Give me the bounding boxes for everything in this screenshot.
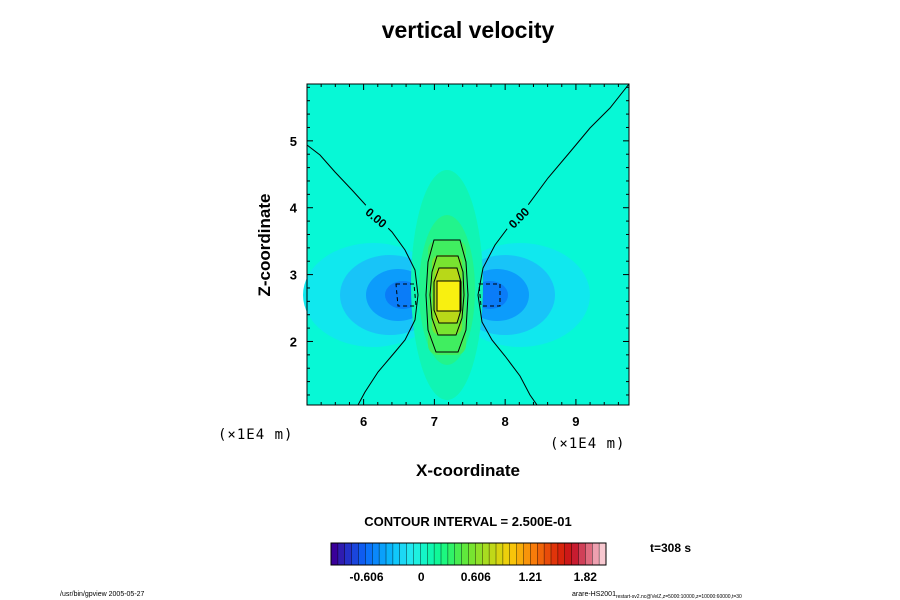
colorbar-segment (551, 543, 559, 565)
colorbar-segment (406, 543, 414, 565)
footer-right-sub: restart-sv2.nc@VelZ,z=5000:10000,z=10000… (616, 594, 742, 600)
colorbar-segment (557, 543, 566, 565)
x-tick-label: 8 (502, 414, 509, 429)
colorbar-segment (399, 543, 408, 565)
colorbar-segment (482, 543, 490, 565)
x-axis-unit: (×1E4 m) (550, 436, 625, 452)
colorbar-segment (365, 543, 373, 565)
colorbar-tick-label: -0.606 (350, 570, 384, 584)
contour-lines (306, 83, 630, 406)
x-tick-label: 9 (572, 414, 579, 429)
colorbar-segment (496, 543, 504, 565)
time-label: t=308 s (650, 541, 691, 555)
colorbar-tick-label: 1.82 (574, 570, 598, 584)
footer-right-main: arare-HS2001 (572, 591, 616, 598)
colorbar-segment (564, 543, 573, 565)
contour-label-mask-left (358, 201, 394, 235)
colorbar-ticks: -0.606 0 0.606 1.21 1.82 (350, 570, 598, 584)
x-axis-label: X-coordinate (416, 461, 520, 480)
colorbar-segment (530, 543, 538, 565)
colorbar-segment (475, 543, 483, 565)
footer-right: arare-HS2001restart-sv2.nc@VelZ,z=5000:1… (572, 591, 742, 600)
zero-contour-upper-left (306, 144, 419, 406)
colorbar-segment (447, 543, 456, 565)
y-tick-label: 3 (290, 268, 297, 283)
colorbar-segment (537, 543, 545, 565)
colorbar-segment (468, 543, 476, 565)
footer-left: /usr/bin/gpview 2005-05-27 (60, 591, 145, 598)
colorbar-segment (509, 543, 518, 565)
colorbar-tick-label: 1.21 (519, 570, 543, 584)
colorbar-segment (489, 543, 497, 565)
colorbar-segment (502, 543, 511, 565)
colorbar-segment (392, 543, 401, 565)
colorbar-frame (330, 542, 607, 566)
colorbar-segment (331, 543, 339, 565)
colorbar-segment (592, 543, 600, 565)
colorbar-tick-label: 0.606 (461, 570, 491, 584)
colorbar (330, 542, 607, 566)
colorbar-segment (578, 543, 586, 565)
positive-contour-1 (425, 239, 469, 353)
colorbar-segment (358, 543, 366, 565)
colorbar-segment (523, 543, 531, 565)
positive-contour-3 (433, 267, 462, 324)
colorbar-segment (351, 543, 359, 565)
negative-contour-right (478, 283, 501, 307)
plot-frame (306, 83, 630, 406)
y-axis: 2 3 4 5 (290, 86, 629, 396)
contour-label-mask-right (502, 201, 536, 235)
colorbar-segment (599, 543, 607, 565)
updraft-core (437, 281, 460, 311)
colorbar-segment (434, 543, 442, 565)
colorbar-segment (413, 543, 421, 565)
y-axis-label: Z-coordinate (255, 194, 274, 297)
x-tick-label: 7 (431, 414, 438, 429)
colorbar-segment (441, 543, 449, 565)
y-tick-label: 5 (290, 134, 297, 149)
positive-contour-4 (436, 280, 461, 312)
y-tick-label: 2 (290, 334, 297, 349)
colorbar-segment (571, 543, 579, 565)
colorbar-segment (420, 543, 428, 565)
colorbar-segment (379, 543, 387, 565)
colorbar-segment (427, 543, 435, 565)
zero-contour-upper-right (477, 83, 630, 406)
colorbar-segment (344, 543, 353, 565)
positive-contour-2 (429, 255, 465, 336)
colorbar-segment (372, 543, 380, 565)
x-tick-label: 6 (360, 414, 367, 429)
colorbar-segment (585, 543, 593, 565)
negative-contour-left (395, 283, 417, 307)
chart-title: vertical velocity (382, 17, 555, 43)
x-axis: 6 7 8 9 (306, 84, 619, 429)
colorbar-segment (337, 543, 346, 565)
colorbar-segment (454, 543, 463, 565)
colorbar-segment (386, 543, 394, 565)
y-tick-label: 4 (290, 201, 298, 216)
shading-layer (303, 170, 590, 400)
colorbar-segment (516, 543, 524, 565)
colorbar-tick-label: 0 (418, 570, 425, 584)
contour-interval-label: CONTOUR INTERVAL = 2.500E-01 (364, 514, 571, 529)
y-axis-unit: (×1E4 m) (218, 427, 293, 443)
colorbar-segment (461, 543, 469, 565)
colorbar-segment (544, 543, 552, 565)
